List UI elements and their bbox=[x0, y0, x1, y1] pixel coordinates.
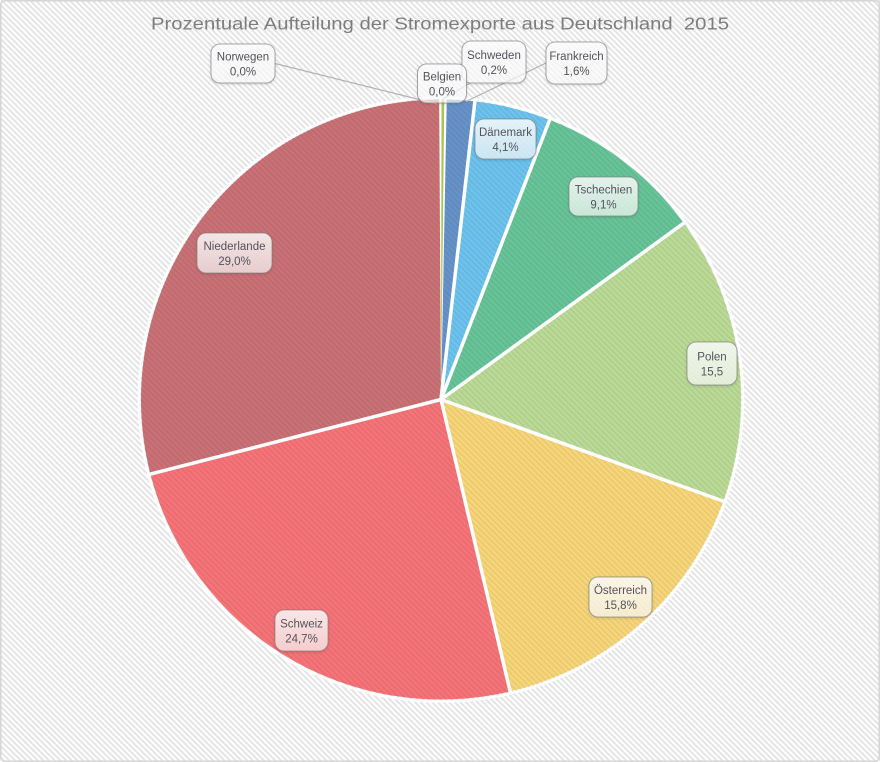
svg-text:0,0%: 0,0% bbox=[230, 67, 256, 79]
svg-text:9,1%: 9,1% bbox=[590, 200, 616, 212]
svg-text:0,2%: 0,2% bbox=[481, 65, 507, 77]
svg-text:4,1%: 4,1% bbox=[492, 142, 518, 154]
svg-text:Schweiz: Schweiz bbox=[280, 619, 323, 631]
svg-text:1,6%: 1,6% bbox=[563, 66, 589, 78]
svg-text:15,8%: 15,8% bbox=[604, 600, 637, 612]
svg-text:Belgien: Belgien bbox=[423, 72, 461, 84]
svg-text:Polen: Polen bbox=[697, 352, 726, 364]
svg-text:Frankreich: Frankreich bbox=[549, 51, 603, 63]
svg-text:Norwegen: Norwegen bbox=[217, 52, 269, 64]
svg-text:Niederlande: Niederlande bbox=[203, 241, 265, 253]
svg-text:24,7%: 24,7% bbox=[285, 634, 318, 646]
svg-text:Österreich: Österreich bbox=[594, 585, 647, 597]
svg-text:29,0%: 29,0% bbox=[218, 256, 251, 268]
svg-text:Schweden: Schweden bbox=[467, 50, 521, 62]
svg-text:15,5: 15,5 bbox=[701, 367, 723, 379]
svg-text:Tschechien: Tschechien bbox=[575, 185, 633, 197]
svg-text:0,0%: 0,0% bbox=[429, 87, 455, 99]
svg-text:Prozentuale Aufteilung der Str: Prozentuale Aufteilung der Stromexporte … bbox=[151, 14, 729, 34]
svg-text:Dänemark: Dänemark bbox=[479, 127, 532, 139]
